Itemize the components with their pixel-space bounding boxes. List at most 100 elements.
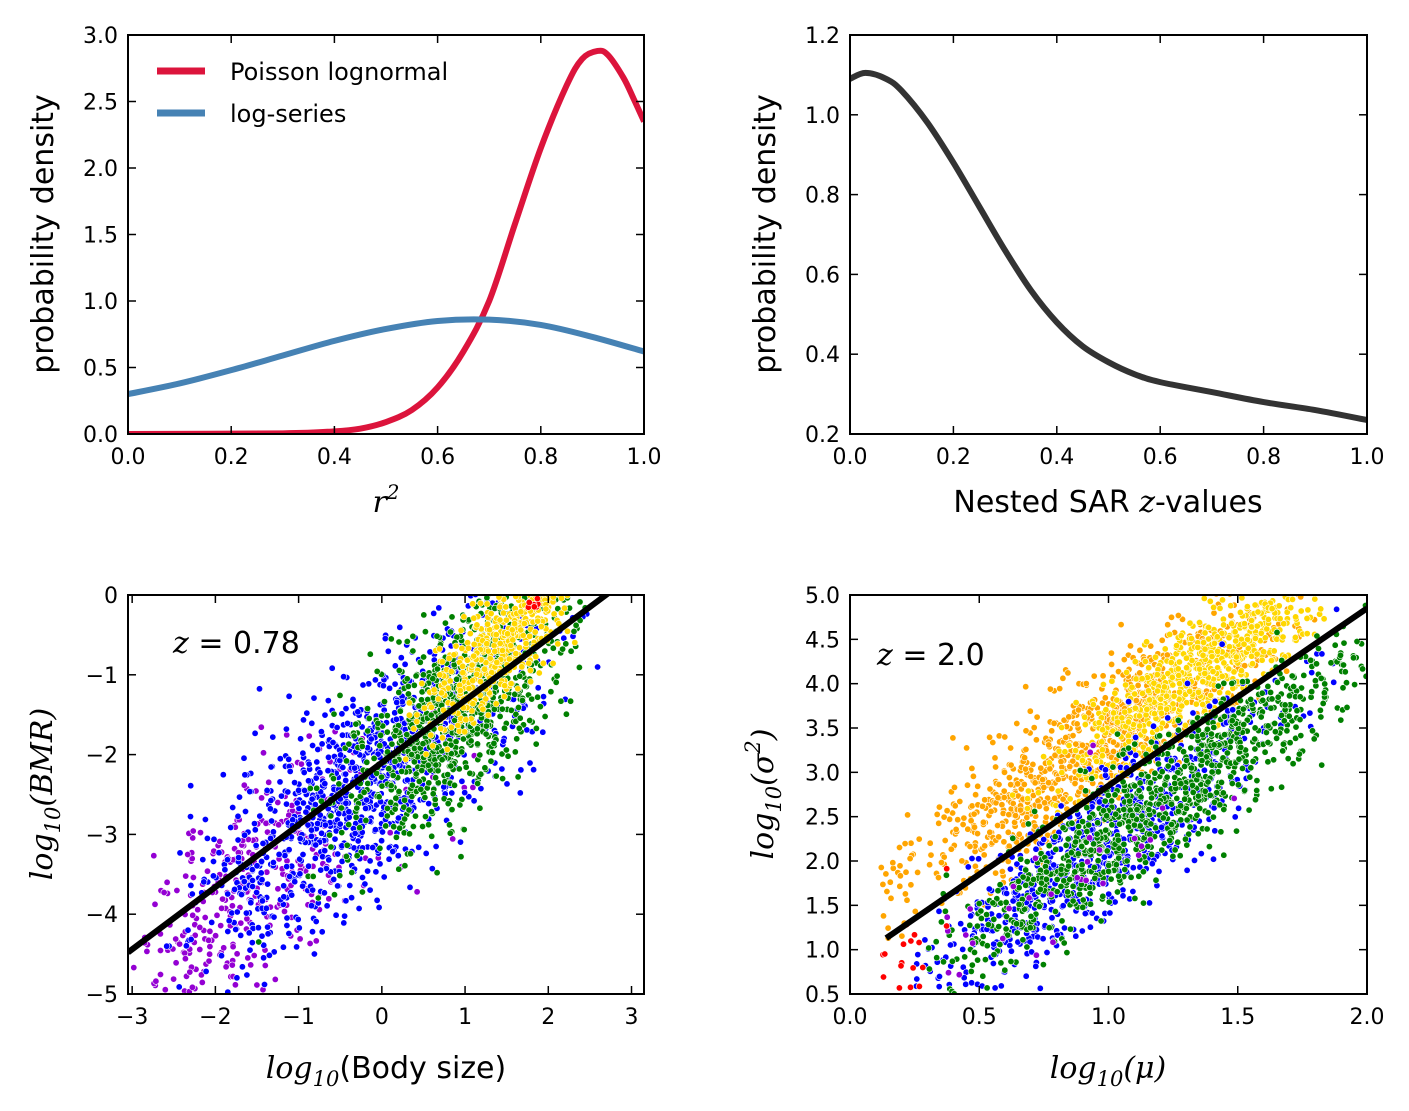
scatter-point-blue: [232, 925, 240, 933]
y-tick-label: 0.2: [805, 423, 840, 448]
scatter-point-gold: [563, 627, 571, 635]
y-tick-label: 1.0: [83, 290, 118, 315]
scatter-point-blue: [307, 832, 315, 840]
scatter-point-blue: [299, 716, 307, 724]
scatter-point-gold: [1210, 603, 1218, 611]
scatter-point-gold: [470, 614, 478, 622]
scatter-point-gold: [1175, 671, 1183, 679]
scatter-point-blue: [265, 951, 273, 959]
scatter-point-blue: [266, 805, 274, 813]
scatter-point-purple: [203, 993, 205, 994]
scatter-point-green: [419, 822, 427, 830]
scatter-point-gold: [1199, 700, 1207, 708]
scatter-point-gold: [1301, 559, 1307, 565]
scatter-point-blue: [1330, 678, 1338, 686]
scatter-point-orange: [1062, 733, 1070, 741]
scatter-point-green: [518, 696, 526, 704]
scatter-point-blue: [304, 821, 312, 829]
scatter-point-gold: [492, 631, 500, 639]
scatter-point-blue: [415, 843, 423, 851]
scatter-point-orange: [1048, 727, 1056, 735]
x-tick-label: 0.4: [317, 445, 352, 470]
scatter-point-green: [365, 714, 373, 722]
y-tick-label: 1.5: [83, 224, 118, 249]
scatter-point-gold: [1214, 647, 1222, 655]
scatter-point-purple: [191, 931, 199, 939]
scatter-point-blue: [386, 684, 394, 692]
scatter-point-gold: [469, 677, 477, 685]
scatter-point-orange: [1267, 539, 1273, 545]
scatter-point-orange: [907, 881, 915, 889]
y-tick-label: 0.4: [805, 343, 840, 368]
scatter-point-gold: [447, 668, 455, 676]
scatter-point-blue: [338, 731, 346, 739]
scatter-point-blue: [286, 872, 294, 880]
scatter-point-green: [576, 573, 582, 579]
scatter-point-green: [420, 653, 428, 661]
scatter-point-blue: [323, 902, 331, 910]
scatter-point-blue: [560, 503, 566, 509]
scatter-point-blue: [251, 729, 259, 737]
scatter-point-purple: [173, 886, 181, 894]
scatter-point-green: [374, 719, 382, 727]
scatter-point-gold: [1157, 695, 1165, 703]
scatter-point-orange: [980, 851, 988, 859]
scatter-point-orange: [886, 878, 894, 886]
scatter-point-blue: [218, 998, 224, 1004]
scatter-point-green: [427, 711, 435, 719]
scatter-point-orange: [1110, 747, 1118, 755]
scatter-point-green: [502, 746, 510, 754]
scatter-point-blue: [448, 789, 456, 797]
scatter-point-blue: [342, 799, 350, 807]
plot-area: [850, 69, 1367, 423]
scatter-point-gold: [462, 716, 470, 724]
scatter-point-orange: [1069, 757, 1077, 765]
scatter-point-blue: [241, 771, 249, 779]
scatter-point-green: [481, 764, 489, 772]
scatter-point-gold: [1153, 671, 1161, 679]
scatter-point-gold: [1227, 602, 1235, 610]
scatter-point-gold: [515, 644, 523, 652]
scatter-point-purple: [257, 723, 265, 731]
scatter-point-purple: [259, 749, 267, 757]
y-tick-label: 2.0: [83, 157, 118, 182]
scatter-point-green: [408, 792, 416, 800]
scatter-point-gold: [1150, 679, 1158, 687]
scatter-point-gold: [427, 703, 435, 711]
scatter-point-blue: [321, 711, 329, 719]
scatter-point-blue: [381, 635, 389, 643]
scatter-point-orange: [1042, 813, 1050, 821]
scatter-point-blue: [253, 862, 261, 870]
scatter-point-purple: [182, 872, 190, 880]
scatter-point-green: [532, 740, 540, 748]
scatter-point-gold: [1220, 659, 1228, 667]
scatter-point-blue: [432, 842, 440, 850]
scatter-point-gold: [458, 644, 466, 652]
scatter-point-orange: [1066, 763, 1074, 771]
scatter-point-gold: [560, 604, 568, 612]
scatter-point-green: [540, 582, 546, 588]
scatter-point-gold: [1200, 595, 1208, 602]
scatter-point-orange: [1022, 683, 1030, 691]
scatter-point-orange: [970, 823, 978, 831]
scatter-point-green: [383, 812, 391, 820]
scatter-point-blue: [296, 870, 304, 878]
scatter-point-green: [433, 869, 441, 877]
x-tick-label: 1.0: [1350, 445, 1385, 470]
scatter-point-gold: [526, 632, 534, 640]
scatter-point-blue: [249, 882, 257, 890]
scatter-point-gold: [1276, 615, 1284, 623]
scatter-point-green: [557, 697, 565, 705]
scatter-point-orange: [981, 796, 989, 804]
scatter-point-blue: [308, 719, 316, 727]
scatter-point-green: [364, 779, 372, 787]
scatter-point-gold: [1237, 667, 1245, 675]
scatter-point-gold: [1260, 648, 1268, 656]
scatter-point-blue: [264, 1009, 270, 1015]
scatter-point-gold: [496, 639, 504, 647]
y-tick-label: −3: [86, 823, 118, 848]
panel-variance-scatter: 0.0 0.5 1.0 1.5 2.0 0.51.01.52.02.53.03.54.0…: [741, 539, 1385, 1091]
scatter-point-blue: [231, 885, 239, 893]
scatter-point-gold: [1279, 577, 1285, 583]
